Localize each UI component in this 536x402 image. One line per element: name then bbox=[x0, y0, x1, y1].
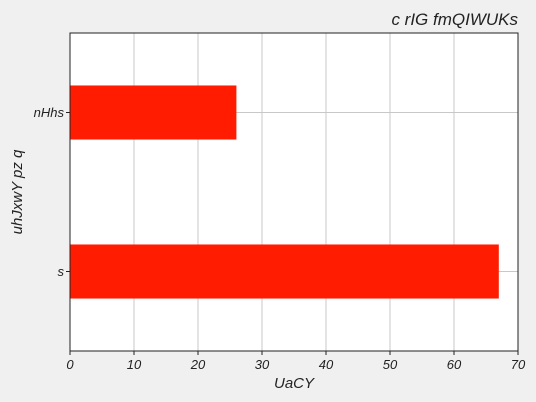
bars bbox=[70, 85, 499, 299]
bar bbox=[70, 244, 499, 299]
x-tick-label: 70 bbox=[511, 357, 526, 372]
y-tick-label: nHhs bbox=[34, 105, 65, 120]
axis-ticks: 0 10 20 30 40 50 60 70 nHhs s bbox=[34, 105, 526, 372]
plot-area bbox=[70, 33, 518, 351]
x-tick-label: 0 bbox=[66, 357, 74, 372]
y-axis-label: uhJxwY pz q bbox=[9, 149, 26, 234]
x-tick-label: 10 bbox=[127, 357, 142, 372]
chart-title: c rIG fmQIWUKs bbox=[391, 10, 518, 29]
y-tick-label: s bbox=[58, 264, 65, 279]
x-tick-label: 50 bbox=[383, 357, 398, 372]
x-tick-label: 60 bbox=[447, 357, 462, 372]
plot-frame bbox=[69, 32, 519, 352]
x-tick-label: 40 bbox=[319, 357, 334, 372]
x-axis-label: UaCY bbox=[274, 375, 315, 392]
bar bbox=[70, 85, 237, 140]
x-tick-label: 20 bbox=[190, 357, 206, 372]
x-tick-label: 30 bbox=[255, 357, 270, 372]
